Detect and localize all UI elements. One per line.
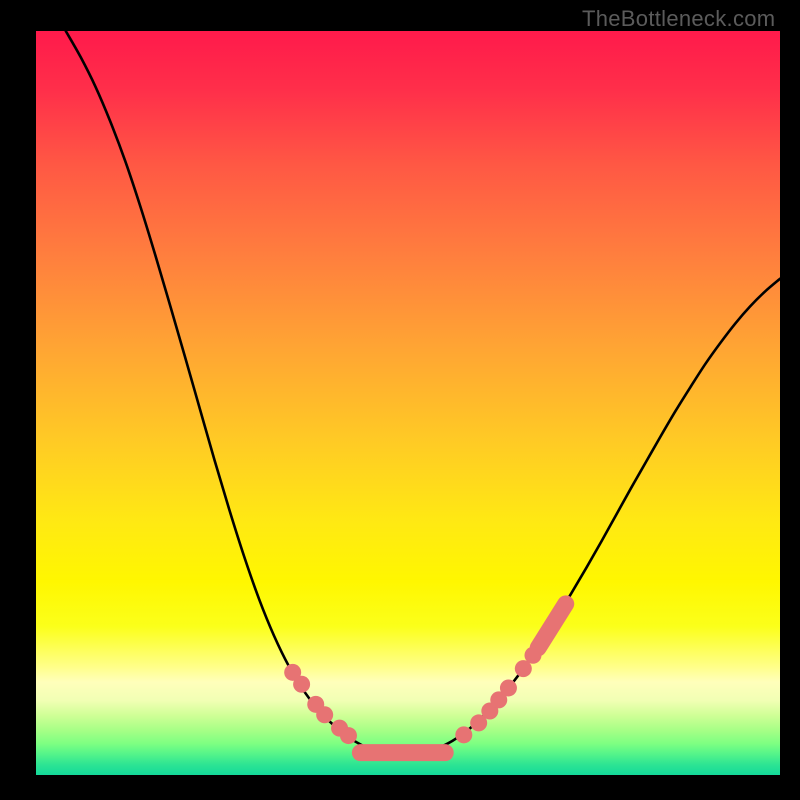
marker-dot	[500, 679, 517, 696]
stage: TheBottleneck.com	[0, 0, 800, 800]
marker-dot	[293, 676, 310, 693]
marker-dot	[340, 727, 357, 744]
chart-background	[36, 31, 780, 775]
marker-dot	[316, 706, 333, 723]
bottleneck-chart	[36, 31, 780, 775]
marker-dot	[524, 647, 541, 664]
chart-svg	[36, 31, 780, 775]
marker-dot	[455, 726, 472, 743]
watermark-text: TheBottleneck.com	[582, 6, 775, 32]
marker-pill-bottom	[352, 744, 454, 761]
